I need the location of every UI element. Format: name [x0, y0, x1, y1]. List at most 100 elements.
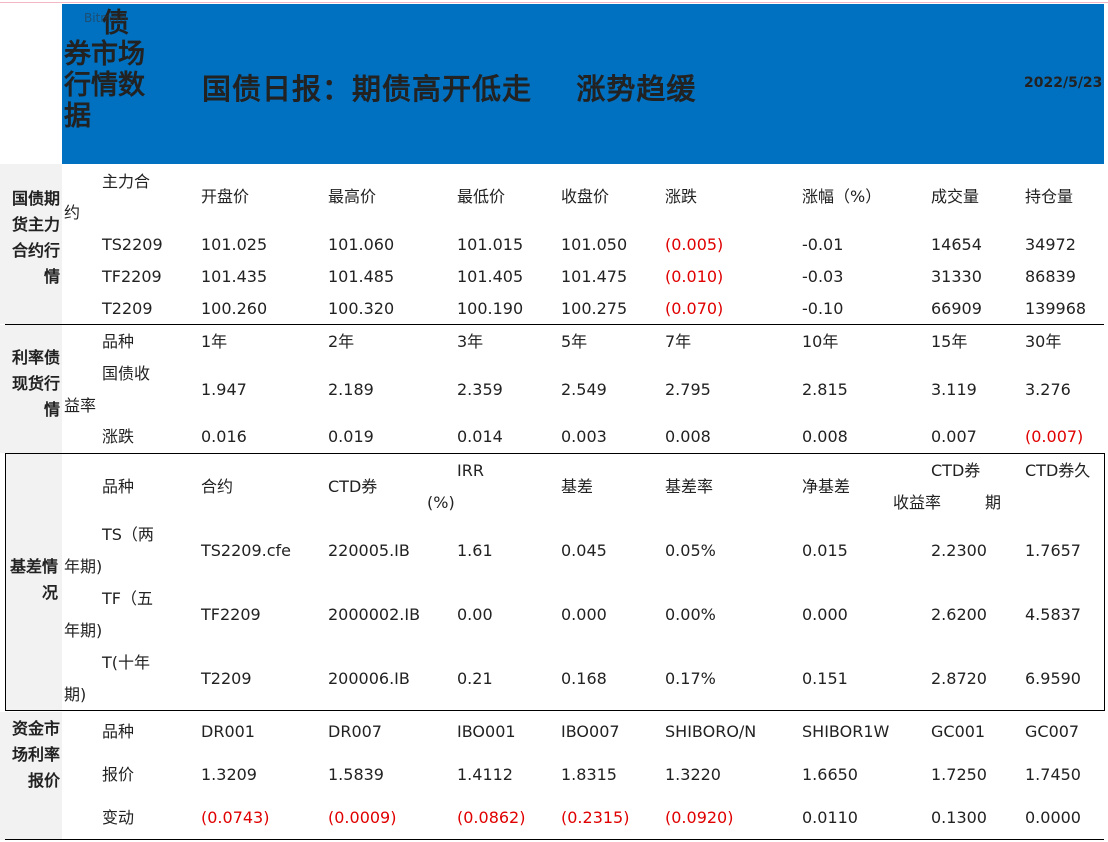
col-header: 合约 — [201, 477, 234, 496]
contract-label: TS（两 — [102, 525, 154, 544]
top-divider — [0, 2, 1108, 3]
col-header: GC007 — [1025, 722, 1080, 741]
contract-label: 年期) — [64, 557, 103, 576]
col-header: DR007 — [328, 722, 382, 741]
col-header: 2年 — [328, 332, 355, 351]
table-cell: 100.190 — [457, 299, 524, 318]
change-cell: 0.1300 — [931, 808, 987, 827]
change-cell: 0.008 — [802, 427, 848, 446]
change-cell: 0.007 — [931, 427, 977, 446]
side-title-rest: 券市场行情数据 — [64, 39, 145, 132]
table-cell: 101.025 — [201, 235, 268, 254]
table-cell: 0.168 — [561, 669, 607, 688]
col-header: CTD券久 — [1025, 461, 1091, 480]
row-label: 国债收 — [102, 364, 151, 383]
quote-cell: 1.5839 — [328, 765, 384, 784]
header-banner — [62, 4, 1104, 164]
quote-cell: 1.6650 — [802, 765, 858, 784]
col-header: 3年 — [457, 332, 484, 351]
col-header: 开盘价 — [201, 187, 250, 206]
basis-section-label: 基差情况 — [6, 454, 62, 710]
col-header: 基差 — [561, 477, 594, 496]
quote-cell: 1.4112 — [457, 765, 513, 784]
table-cell: 220005.IB — [328, 541, 410, 560]
table-cell: (0.005) — [665, 235, 724, 254]
quote-cell: 1.3220 — [665, 765, 721, 784]
col-header: DR001 — [201, 722, 255, 741]
side-title-first: 债 — [102, 8, 129, 39]
contract-code: TS2209 — [102, 235, 163, 254]
table-cell: 0.015 — [802, 541, 848, 560]
table-cell: 4.5837 — [1025, 605, 1081, 624]
yield-cell: 2.815 — [802, 380, 848, 399]
change-cell: (0.0743) — [201, 808, 270, 827]
col-header: (%) — [427, 493, 455, 512]
table-cell: 1.61 — [457, 541, 493, 560]
table-cell: 0.21 — [457, 669, 493, 688]
col-header: 7年 — [665, 332, 692, 351]
col-header: CTD券 — [931, 461, 981, 480]
contract-label: TF（五 — [102, 589, 153, 608]
contract-code: T2209 — [102, 299, 153, 318]
bitmap-placeholder-text: Bitmap — [84, 11, 127, 25]
spot-label-text: 利率债现货行情 — [11, 348, 60, 419]
table-cell: 139968 — [1025, 299, 1087, 318]
col-header: 持仓量 — [1025, 187, 1074, 206]
table-cell: 0.00% — [665, 605, 716, 624]
table-cell: 0.00 — [457, 605, 493, 624]
row-label: 报价 — [102, 765, 135, 784]
row-label: 变动 — [102, 808, 135, 827]
change-cell: 0.019 — [328, 427, 374, 446]
table-cell: 101.435 — [201, 267, 268, 286]
contract-label: 年期) — [64, 621, 103, 640]
table-cell: 0.05% — [665, 541, 716, 560]
table-cell: T2209 — [201, 669, 252, 688]
row-label: 益率 — [64, 396, 97, 415]
col-header: 5年 — [561, 332, 588, 351]
col-header: 涨幅（%） — [802, 187, 882, 206]
col-header: SHIBORO/N — [665, 722, 757, 741]
table-cell: 101.485 — [328, 267, 395, 286]
col-header: 15年 — [931, 332, 968, 351]
table-cell: 101.050 — [561, 235, 628, 254]
table-cell: 0.151 — [802, 669, 848, 688]
contract-label: 期) — [64, 685, 87, 704]
quote-cell: 1.8315 — [561, 765, 617, 784]
col-header: 收益率 — [893, 493, 942, 512]
table-cell: 101.060 — [328, 235, 395, 254]
table-cell: 100.260 — [201, 299, 268, 318]
yield-cell: 3.119 — [931, 380, 977, 399]
col-header: 品种 — [102, 477, 135, 496]
col-header: IBO001 — [457, 722, 516, 741]
change-cell: (0.0920) — [665, 808, 734, 827]
col-header: 1年 — [201, 332, 228, 351]
table-cell: TS2209.cfe — [201, 541, 292, 560]
table-cell: 200006.IB — [328, 669, 410, 688]
table-cell: 2.6200 — [931, 605, 987, 624]
table-cell: 100.275 — [561, 299, 628, 318]
col-header: 主力合 — [102, 172, 151, 191]
table-cell: 34972 — [1025, 235, 1076, 254]
col-header: GC001 — [931, 722, 986, 741]
table-cell: (0.010) — [665, 267, 724, 286]
table-cell: 1.7657 — [1025, 541, 1081, 560]
quote-cell: 1.3209 — [201, 765, 257, 784]
col-header: IBO007 — [561, 722, 620, 741]
table-cell: -0.10 — [802, 299, 844, 318]
table-cell: 2.8720 — [931, 669, 987, 688]
table-cell: 100.320 — [328, 299, 395, 318]
table-cell: TF2209 — [201, 605, 261, 624]
col-header: CTD券 — [328, 477, 378, 496]
table-cell: 101.405 — [457, 267, 524, 286]
table-cell: 86839 — [1025, 267, 1076, 286]
table-cell: -0.03 — [802, 267, 844, 286]
table-cell: 0.000 — [802, 605, 848, 624]
change-cell: 0.0000 — [1025, 808, 1081, 827]
futures-label-text: 国债期货主力合约行情 — [11, 189, 60, 286]
col-header: 品种 — [102, 332, 135, 351]
table-cell: 0.045 — [561, 541, 607, 560]
yield-cell: 2.359 — [457, 380, 503, 399]
yield-cell: 2.189 — [328, 380, 374, 399]
side-title: 债 券市场行情数据 — [64, 8, 164, 132]
yield-cell: 3.276 — [1025, 380, 1071, 399]
